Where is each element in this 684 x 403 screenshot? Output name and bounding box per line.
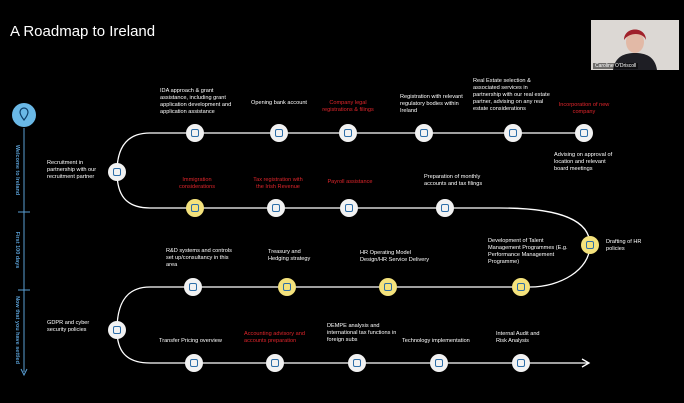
step-glyph xyxy=(271,359,279,367)
step-glyph xyxy=(517,359,525,367)
step-glyph xyxy=(420,129,428,137)
step-icon xyxy=(267,199,285,217)
step-label: GDPR and cyber security policies xyxy=(47,320,90,333)
step-glyph xyxy=(283,283,291,291)
step-glyph xyxy=(275,129,283,137)
step-label: Development of Talent Management Program… xyxy=(488,238,568,265)
step-glyph xyxy=(586,241,594,249)
pin-badge xyxy=(12,103,36,127)
step-label: Drafting of HR policies xyxy=(606,239,642,252)
step-icon xyxy=(512,354,530,372)
phase-label: Welcome to Ireland xyxy=(14,145,20,195)
step-glyph xyxy=(441,204,449,212)
step-icon xyxy=(186,199,204,217)
step-icon xyxy=(430,354,448,372)
step-label: Recruitment in partnership with our recr… xyxy=(47,160,97,180)
step-glyph xyxy=(345,204,353,212)
phase-arrow xyxy=(20,368,28,377)
step-label: Incorporation of new company xyxy=(558,102,610,115)
route-arrow xyxy=(581,358,591,368)
phase-label: Now that you have settled xyxy=(14,296,20,364)
presenter-image xyxy=(591,20,679,70)
step-icon xyxy=(348,354,366,372)
step-glyph xyxy=(580,129,588,137)
step-icon xyxy=(504,124,522,142)
step-label: Tax registration with the Irish Revenue xyxy=(253,177,303,190)
step-label: HR Operating Model Design/HR Service Del… xyxy=(360,250,430,263)
step-label: Immigration considerations xyxy=(178,177,216,190)
step-icon xyxy=(379,278,397,296)
step-icon xyxy=(266,354,284,372)
pin-icon xyxy=(19,107,29,121)
webcam-video: Caroline O'Driscoll xyxy=(591,20,679,70)
step-icon xyxy=(278,278,296,296)
step-label: Real Estate selection & associated servi… xyxy=(473,78,550,112)
step-label: Accounting advisory and accounts prepara… xyxy=(244,331,305,344)
step-glyph xyxy=(509,129,517,137)
step-icon xyxy=(512,278,530,296)
step-glyph xyxy=(190,359,198,367)
step-label: DEMPE analysis and international tax fun… xyxy=(327,323,397,343)
step-glyph xyxy=(189,283,197,291)
step-icon xyxy=(270,124,288,142)
phase-label: First 100 days xyxy=(14,232,20,269)
step-label: Advising on approval of location and rel… xyxy=(554,152,613,172)
step-glyph xyxy=(113,326,121,334)
step-icon xyxy=(108,163,126,181)
step-label: Payroll assistance xyxy=(327,179,373,185)
step-label: Registration with relevant regulatory bo… xyxy=(400,94,463,114)
step-icon xyxy=(184,278,202,296)
step-icon xyxy=(339,124,357,142)
step-glyph xyxy=(353,359,361,367)
step-icon xyxy=(436,199,454,217)
step-glyph xyxy=(272,204,280,212)
step-label: R&D systems and controls set up/consulta… xyxy=(166,248,232,268)
step-icon xyxy=(108,321,126,339)
step-icon xyxy=(575,124,593,142)
step-icon xyxy=(186,124,204,142)
step-label: Company legal registrations & filings xyxy=(322,100,374,113)
step-label: Technology implementation xyxy=(402,338,470,344)
step-icon xyxy=(185,354,203,372)
step-glyph xyxy=(191,204,199,212)
step-glyph xyxy=(517,283,525,291)
step-icon xyxy=(415,124,433,142)
presenter-name: Caroline O'Driscoll xyxy=(593,63,639,69)
step-label: IDA approach & grant assistance, includi… xyxy=(160,88,232,115)
step-glyph xyxy=(113,168,121,176)
step-label: Opening bank account xyxy=(251,100,307,106)
step-icon xyxy=(581,236,599,254)
step-label: Preparation of monthly accounts and tax … xyxy=(424,174,483,187)
step-glyph xyxy=(344,129,352,137)
step-glyph xyxy=(191,129,199,137)
step-glyph xyxy=(384,283,392,291)
step-label: Treasury and Hedging strategy xyxy=(268,249,311,262)
step-icon xyxy=(340,199,358,217)
step-glyph xyxy=(435,359,443,367)
slide-title: A Roadmap to Ireland xyxy=(10,23,156,40)
step-label: Transfer Pricing overview xyxy=(159,338,222,344)
step-label: Internal Audit and Risk Analysis xyxy=(496,331,540,344)
